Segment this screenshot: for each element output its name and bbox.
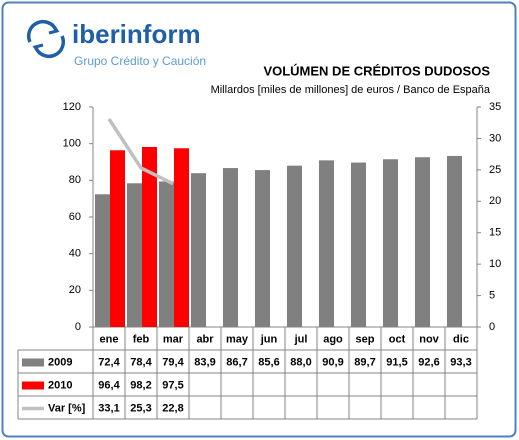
y2-tick-label: 10 [489, 258, 501, 270]
x-tick-label: feb [133, 333, 150, 345]
table-value: 97,5 [162, 379, 183, 391]
x-tick-label: ene [100, 333, 119, 345]
y2-tick-label: 5 [489, 289, 495, 301]
table-value: 91,5 [386, 356, 407, 368]
bar [127, 183, 142, 327]
bar [174, 148, 189, 327]
table-value: 79,4 [162, 356, 184, 368]
table-value: 86,7 [226, 356, 247, 368]
table-value: 88,0 [290, 356, 311, 368]
table-value: 92,6 [418, 356, 439, 368]
tagline: Grupo Crédito y Caución [74, 54, 206, 68]
bar [447, 155, 462, 327]
chart-title: VOLÚMEN DE CRÉDITOS DUDOSOS [263, 63, 490, 78]
bar [255, 170, 270, 327]
x-tick-label: sep [356, 333, 375, 345]
bar [287, 165, 302, 327]
y-tick-label: 40 [69, 248, 81, 260]
bar [142, 146, 157, 327]
x-tick-label: mar [163, 333, 184, 345]
y-tick-label: 120 [63, 101, 81, 113]
y2-tick-label: 0 [489, 321, 495, 333]
y-tick-label: 60 [69, 211, 81, 223]
table-value: 96,4 [98, 379, 120, 391]
x-tick-label: dic [453, 333, 469, 345]
bar [95, 194, 110, 327]
table-value: 72,4 [98, 356, 120, 368]
x-tick-label: abr [196, 333, 214, 345]
x-tick-label: jul [294, 333, 308, 345]
y-tick-label: 100 [63, 138, 81, 150]
y2-tick-label: 15 [489, 227, 501, 239]
y-tick-label: 80 [69, 174, 81, 186]
table-value: 22,8 [162, 402, 183, 414]
bar [383, 159, 398, 327]
table-value: 93,3 [450, 356, 471, 368]
y-tick-label: 20 [69, 284, 81, 296]
legend-label: 2009 [48, 356, 72, 368]
legend-label: Var [%] [48, 402, 86, 414]
y2-tick-label: 30 [489, 132, 501, 144]
bar [319, 160, 334, 327]
table-value: 85,6 [258, 356, 279, 368]
table-value: 78,4 [130, 356, 152, 368]
table-value: 89,7 [354, 356, 375, 368]
line [107, 117, 174, 186]
y2-tick-label: 20 [489, 195, 501, 207]
legend-label: 2010 [48, 379, 72, 391]
bar [191, 173, 206, 327]
table-value: 90,9 [322, 356, 343, 368]
legend-swatch [22, 381, 44, 390]
table-value: 83,9 [194, 356, 215, 368]
logo-icon [26, 19, 66, 59]
y2-tick-label: 25 [489, 164, 501, 176]
x-tick-label: may [226, 333, 249, 345]
chart-subtitle: Millardos [miles de millones] de euros /… [211, 84, 491, 96]
bar [415, 157, 430, 327]
x-tick-label: oct [389, 333, 406, 345]
y2-tick-label: 35 [489, 101, 501, 113]
bar [223, 168, 238, 327]
y-tick-label: 0 [75, 321, 81, 333]
table-value: 98,2 [130, 379, 151, 391]
bar [351, 162, 366, 327]
x-tick-label: nov [419, 333, 439, 345]
x-tick-label: ago [323, 333, 343, 345]
legend-swatch [22, 358, 44, 367]
x-tick-label: jun [260, 333, 278, 345]
brand: iberinform [72, 19, 201, 49]
table-value: 33,1 [98, 402, 119, 414]
table-value: 25,3 [130, 402, 151, 414]
bar [110, 150, 125, 327]
bar [159, 181, 174, 327]
